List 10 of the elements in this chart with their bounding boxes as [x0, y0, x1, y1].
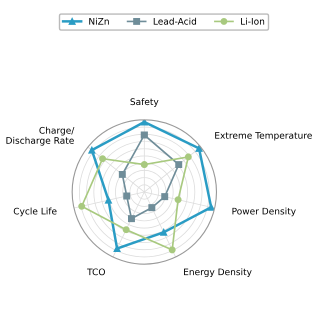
spoke-label: Power Density [232, 208, 296, 216]
spoke-label: Safety [130, 98, 158, 107]
spoke-label: Cycle Life [14, 208, 57, 216]
legend-label: Li-Ion [241, 18, 264, 25]
legend-label: Lead-Acid [154, 18, 196, 25]
spoke-label: Energy Density [184, 268, 252, 278]
spoke-label: Extreme Temperature [215, 132, 312, 141]
legend-label: NiZn [89, 18, 109, 25]
spoke-label: TCO [87, 268, 105, 276]
spoke-label: Charge/ Discharge Rate [6, 126, 74, 146]
